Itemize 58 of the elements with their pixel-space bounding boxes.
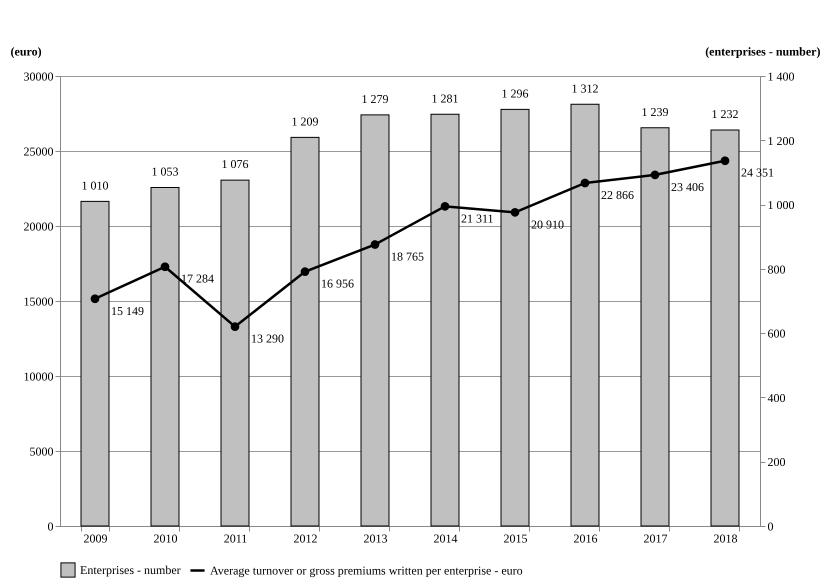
data-label: 18 765	[391, 250, 424, 264]
y2-tick-label: 1 400	[768, 70, 794, 84]
data-label: 22 866	[601, 188, 634, 202]
data-label: 20 910	[531, 217, 564, 232]
data-label: 1 209	[292, 114, 318, 128]
x-tick-label: 2011	[224, 532, 248, 546]
x-tick-label: 2015	[504, 532, 528, 546]
x-tick-label: 2014	[434, 532, 458, 546]
y2-tick-label: 1 000	[768, 198, 794, 212]
data-label: 1 010	[82, 178, 108, 192]
data-label: 1 232	[712, 107, 738, 121]
x-tick-label: 2016	[574, 532, 598, 546]
y2-tick-label: 200	[768, 455, 786, 470]
y2-axis-title: (enterprises - number)	[705, 44, 820, 58]
legend-label: Enterprises - number	[80, 563, 181, 577]
data-label: 23 406	[671, 180, 704, 194]
data-label: 16 956	[321, 276, 354, 291]
data-label: 24 351	[741, 166, 774, 180]
point	[720, 156, 730, 166]
y-tick-label: 15000	[24, 294, 54, 308]
x-tick-label: 2013	[364, 532, 388, 546]
x-tick-label: 2018	[714, 532, 738, 546]
data-label: 1 239	[642, 104, 668, 119]
point	[230, 322, 240, 331]
legend-label: Average turnover or gross premiums written per enterprise - euro	[210, 564, 523, 578]
y2-tick-label: 1 200	[768, 134, 794, 148]
point	[300, 267, 310, 276]
point	[90, 294, 100, 304]
data-label: 1 076	[222, 157, 248, 172]
data-label: 1 296	[502, 86, 528, 100]
data-label: 13 290	[251, 332, 284, 346]
y-axis-title: (euro)	[10, 44, 42, 58]
data-label: 1 279	[362, 92, 388, 106]
y-tick-label: 5000	[30, 444, 54, 458]
x-tick-label: 2010	[154, 532, 178, 546]
y2-tick-label: 600	[768, 326, 786, 341]
x-tick-label: 2017	[644, 532, 668, 546]
data-label: 1 053	[152, 164, 178, 179]
y-tick-label: 10000	[24, 370, 54, 384]
point	[160, 262, 170, 272]
point	[440, 202, 450, 211]
data-label: 15 149	[111, 304, 144, 318]
data-label: 21 311	[461, 211, 494, 226]
y-tick-label: 20000	[24, 220, 54, 234]
y2-tick-label: 0	[768, 520, 774, 534]
y2-tick-label: 800	[768, 262, 786, 276]
data-label: 1 281	[432, 91, 458, 106]
x-tick-label: 2009	[84, 532, 108, 546]
point	[580, 178, 590, 188]
point	[510, 208, 520, 217]
x-tick-label: 2012	[294, 532, 318, 546]
y-tick-label: 25000	[24, 144, 54, 158]
y-tick-label: 30000	[24, 70, 54, 84]
point	[650, 170, 660, 180]
data-label: 1 312	[572, 81, 598, 96]
y2-tick-label: 400	[768, 390, 786, 405]
y-tick-label: 0	[48, 520, 54, 534]
point	[370, 240, 380, 249]
